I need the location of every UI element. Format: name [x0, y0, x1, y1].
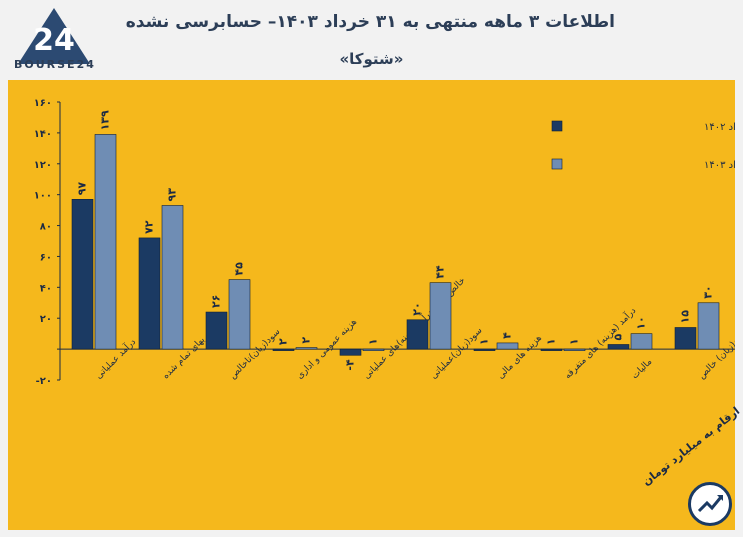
bar	[630, 333, 653, 350]
bourse24-logo: 24	[18, 8, 90, 64]
bar	[94, 134, 117, 350]
page-subtitle: «شتوکا»	[339, 50, 404, 68]
bar	[674, 327, 697, 350]
bar	[272, 348, 295, 351]
bar	[406, 319, 429, 350]
header: 24 BOURSE24 اطلاعات ۳ ماهه منتهی به ۳۱ خ…	[0, 0, 743, 80]
bar	[496, 342, 519, 350]
y-tick-label: ۴۰	[40, 283, 52, 294]
data-label: ۲	[300, 337, 313, 344]
bar	[339, 348, 362, 356]
data-label: ۱	[367, 338, 380, 345]
page-title: اطلاعات ۳ ماهه منتهی به ۳۱ خرداد ۱۴۰۳– ح…	[125, 12, 615, 32]
data-label: ۴۵	[233, 262, 246, 276]
bar	[429, 282, 452, 350]
legend-label: عملکرد منتهی به خرداد ۱۴۰۲	[704, 122, 735, 133]
data-label: ۴۴	[434, 265, 447, 279]
bar	[161, 205, 184, 350]
data-label: ۹۷	[76, 182, 89, 196]
data-label: ۲	[277, 338, 290, 345]
legend-swatch	[551, 158, 563, 170]
data-label: ۹۳	[166, 188, 179, 202]
legend-label: عملکرد منتهی به خرداد ۱۴۰۳	[704, 160, 735, 171]
bar	[697, 302, 720, 350]
logo-text: BOURSE24	[14, 58, 96, 71]
chart-frame	[8, 80, 735, 530]
y-tick-label: -۲۰	[36, 376, 52, 387]
bar	[607, 344, 630, 350]
bar	[295, 347, 318, 350]
y-tick-label: ۶۰	[40, 252, 52, 263]
data-label: ۱	[568, 338, 581, 345]
legend-swatch	[551, 120, 563, 132]
bar	[71, 199, 94, 350]
y-tick-label: ۱۰۰	[34, 191, 52, 202]
bar	[563, 348, 586, 351]
growth-chart-icon	[688, 482, 732, 526]
data-label: ۱	[478, 338, 491, 345]
data-label: ۲۰	[411, 302, 424, 315]
bar	[228, 279, 251, 350]
bar	[473, 348, 496, 351]
data-label: ۱۵	[679, 310, 692, 324]
data-label: ۵	[612, 333, 625, 340]
data-label: -۴	[344, 359, 357, 371]
category-label: هزینه های مالی	[496, 333, 544, 381]
data-label: ۱۰	[635, 316, 648, 329]
logo-mark: 24	[33, 23, 75, 58]
data-label: ۲۶	[210, 295, 223, 308]
bar	[362, 348, 385, 351]
data-label: ۷۲	[143, 220, 156, 234]
y-tick-label: ۱۲۰	[34, 160, 52, 171]
bar	[138, 237, 161, 350]
y-tick-label: ۲۰	[40, 314, 52, 325]
category-label: مالیات	[630, 357, 654, 381]
data-label: ۱۳۹	[99, 110, 112, 130]
y-tick-label: ۱۴۰	[34, 129, 52, 140]
data-label: ۱	[545, 338, 558, 345]
bar	[540, 348, 563, 351]
y-tick-label: ۸۰	[40, 222, 52, 233]
data-label: ۴	[501, 332, 514, 339]
bar	[205, 311, 228, 350]
y-tick-label: ۱۶۰	[34, 98, 52, 109]
data-label: ۳۰	[702, 285, 715, 298]
